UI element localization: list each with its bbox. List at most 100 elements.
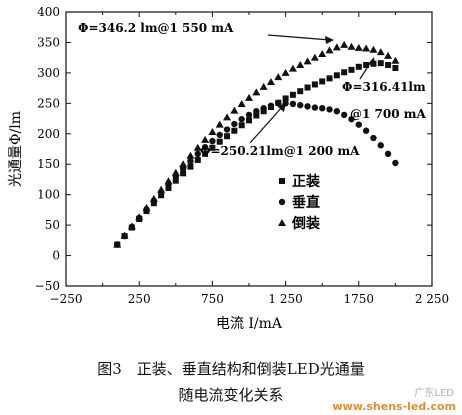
point-circle-series-2	[187, 157, 194, 165]
y-tick-label: 350	[37, 35, 60, 49]
point-triangle-series-3	[215, 120, 224, 128]
point-circle-series-2	[326, 106, 333, 113]
x-tick-label: 1750	[344, 292, 375, 306]
point-triangle-series-3	[259, 82, 268, 90]
point-square-series-1	[326, 75, 333, 82]
point-square-series-1	[341, 69, 348, 76]
annotation-arrowhead-2	[368, 57, 375, 66]
point-triangle-series-3	[245, 93, 253, 101]
point-triangle-series-3	[340, 40, 349, 48]
point-square-series-1	[172, 177, 179, 184]
annotation-arrow-1	[267, 34, 331, 41]
point-triangle-series-3	[354, 43, 363, 51]
point-triangle-series-3	[208, 127, 217, 135]
point-circle-series-2	[267, 102, 275, 109]
point-square-series-1	[363, 61, 370, 68]
y-tick-label: 0	[52, 249, 60, 263]
point-square-series-1	[297, 88, 304, 95]
point-circle-series-2	[333, 108, 341, 115]
point-triangle-series-3	[201, 135, 210, 143]
legend-label-3: 倒装	[291, 215, 321, 232]
point-square-series-1	[165, 184, 172, 191]
point-square-series-1	[385, 61, 392, 68]
point-triangle-series-3	[318, 50, 327, 58]
point-circle-series-2	[238, 115, 245, 123]
point-triangle-series-3	[237, 99, 246, 107]
point-triangle-series-3	[391, 56, 400, 64]
point-triangle-series-3	[252, 88, 261, 96]
point-triangle-series-3	[179, 160, 188, 168]
figure-caption-line2: 随电流变化关系	[178, 386, 284, 404]
point-triangle-series-3	[325, 46, 334, 54]
point-square-series-1	[392, 65, 399, 72]
point-circle-series-2	[289, 100, 297, 108]
y-axis-title: 光通量Φ/lm	[8, 111, 24, 187]
point-circle-series-2	[392, 159, 399, 167]
plot-area: −250 250 750 1 250 1750 2 250 −50 0 50 100 150 200 2…	[8, 5, 449, 332]
point-square-series-1	[246, 117, 252, 124]
point-square-series-1	[253, 112, 260, 119]
x-axis-title: 电流 I/mA	[216, 316, 283, 332]
x-tick-label: 750	[201, 292, 224, 306]
point-square-series-1	[377, 60, 384, 67]
point-square-series-1	[319, 78, 326, 85]
annotation-arrow-3	[249, 105, 284, 144]
point-triangle-series-3	[310, 53, 319, 61]
annotation-peak-vertical: Φ=250.21lm@1 200 mA	[200, 144, 360, 158]
point-triangle-series-3	[120, 231, 129, 239]
point-triangle-series-3	[362, 44, 371, 52]
point-circle-series-2	[362, 127, 370, 134]
point-circle-series-2	[355, 121, 362, 128]
point-square-series-1	[311, 81, 318, 88]
point-square-series-1	[224, 133, 231, 140]
point-triangle-series-3	[113, 240, 122, 248]
annotation-peak-flipchip: Φ=346.2 lm@1 550 mA	[78, 21, 234, 35]
point-circle-series-2	[311, 104, 319, 111]
point-circle-series-2	[304, 103, 311, 110]
point-circle-series-2	[384, 150, 392, 158]
point-triangle-series-3	[303, 57, 312, 65]
point-circle-series-2	[201, 143, 209, 151]
point-square-series-1	[194, 156, 201, 163]
point-circle-series-2	[275, 100, 282, 107]
point-circle-series-2	[319, 105, 326, 112]
annotation-peak-conventional-line2: @1 700 mA	[350, 107, 426, 121]
watermark-brand: 广东LED	[414, 388, 454, 399]
annotation-arrowhead-3	[278, 102, 286, 112]
y-tick-label: 250	[37, 96, 60, 110]
point-square-series-1	[238, 122, 245, 129]
y-tick-label: 200	[37, 127, 60, 141]
point-triangle-series-3	[223, 113, 232, 121]
point-triangle-series-3	[347, 42, 356, 50]
point-triangle-series-3	[376, 48, 385, 56]
point-circle-series-2	[260, 105, 267, 112]
point-square-series-1	[231, 127, 238, 134]
y-tick-label: 50	[45, 218, 60, 232]
y-tick-label: 400	[37, 5, 60, 19]
point-triangle-series-3	[384, 51, 393, 59]
point-circle-series-2	[245, 111, 253, 119]
point-triangle-series-3	[186, 151, 195, 159]
figure-caption-line1: 图3 正装、垂直结构和倒装LED光通量	[97, 360, 365, 378]
point-triangle-series-3	[266, 78, 275, 86]
point-square-series-1	[216, 138, 223, 145]
point-square-series-1	[209, 144, 216, 151]
point-circle-series-2	[297, 101, 304, 109]
point-triangle-series-3	[230, 106, 239, 114]
point-circle-series-2	[340, 111, 348, 119]
point-circle-series-2	[231, 120, 238, 128]
point-circle-series-2	[348, 115, 355, 123]
point-triangle-series-3	[281, 68, 290, 76]
chart: −250 250 750 1 250 1750 2 250 −50 0 50 100 150 200 2…	[8, 5, 449, 332]
legend-marker-circle	[278, 198, 286, 206]
point-triangle-series-3	[149, 194, 158, 202]
annotation-peak-conventional-line1: Φ=316.41lm	[342, 80, 426, 94]
point-triangle-series-3	[171, 168, 180, 176]
x-tick-label: −250	[50, 292, 83, 306]
point-triangle-series-3	[157, 185, 166, 193]
point-square-series-1	[282, 95, 289, 102]
point-triangle-series-3	[332, 43, 341, 51]
point-square-series-1	[289, 91, 296, 98]
x-tick-label: 1 250	[268, 292, 302, 306]
point-square-series-1	[202, 150, 209, 157]
